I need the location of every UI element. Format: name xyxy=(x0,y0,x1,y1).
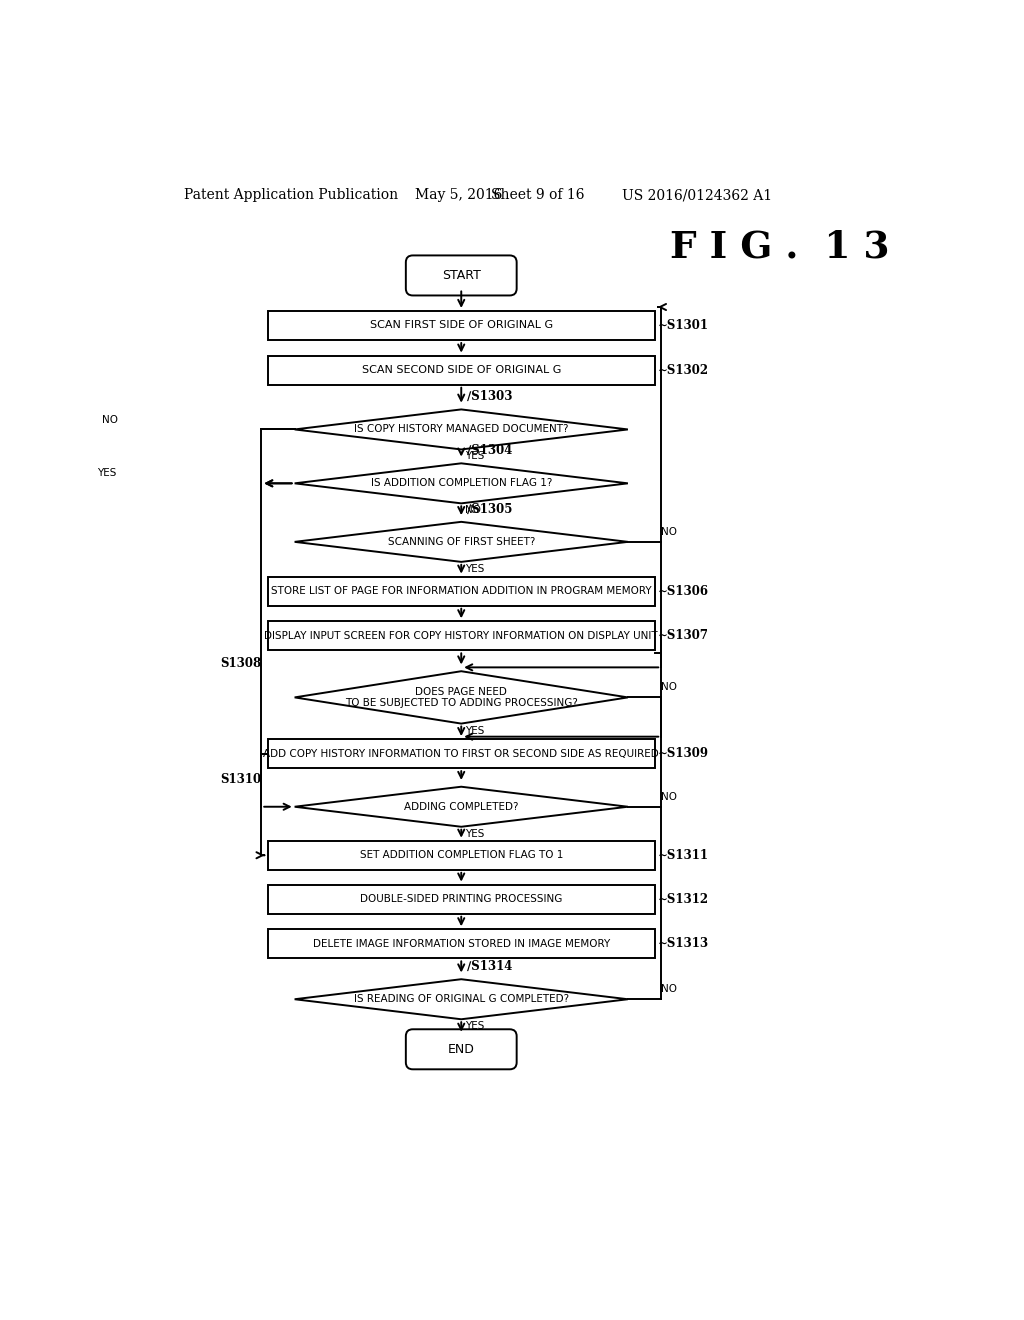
Text: ~S1301: ~S1301 xyxy=(658,319,709,333)
Text: ~S1311: ~S1311 xyxy=(658,849,709,862)
Text: ~S1306: ~S1306 xyxy=(658,585,709,598)
FancyBboxPatch shape xyxy=(267,929,655,958)
Text: SCANNING OF FIRST SHEET?: SCANNING OF FIRST SHEET? xyxy=(387,537,535,546)
Polygon shape xyxy=(295,521,628,562)
Text: SCAN FIRST SIDE OF ORIGINAL G: SCAN FIRST SIDE OF ORIGINAL G xyxy=(370,321,553,330)
Text: ~S1313: ~S1313 xyxy=(658,937,710,950)
Polygon shape xyxy=(295,409,628,449)
Polygon shape xyxy=(295,671,628,723)
FancyBboxPatch shape xyxy=(267,739,655,768)
Text: END: END xyxy=(447,1043,475,1056)
FancyBboxPatch shape xyxy=(267,312,655,341)
Text: S1310: S1310 xyxy=(220,774,261,785)
Text: ADD COPY HISTORY INFORMATION TO FIRST OR SECOND SIDE AS REQUIRED: ADD COPY HISTORY INFORMATION TO FIRST OR… xyxy=(263,748,659,759)
Text: ADDING COMPLETED?: ADDING COMPLETED? xyxy=(404,801,518,812)
Text: ∕S1303: ∕S1303 xyxy=(467,391,513,403)
Text: YES: YES xyxy=(465,451,484,462)
Text: START: START xyxy=(441,269,480,282)
Text: ∕S1304: ∕S1304 xyxy=(467,444,513,457)
Text: STORE LIST OF PAGE FOR INFORMATION ADDITION IN PROGRAM MEMORY: STORE LIST OF PAGE FOR INFORMATION ADDIT… xyxy=(271,586,651,597)
Text: SET ADDITION COMPLETION FLAG TO 1: SET ADDITION COMPLETION FLAG TO 1 xyxy=(359,850,563,861)
Text: F I G .  1 3: F I G . 1 3 xyxy=(671,228,890,265)
Polygon shape xyxy=(295,787,628,826)
Text: US 2016/0124362 A1: US 2016/0124362 A1 xyxy=(623,189,772,202)
FancyBboxPatch shape xyxy=(406,256,517,296)
Text: Sheet 9 of 16: Sheet 9 of 16 xyxy=(490,189,585,202)
Text: ~S1312: ~S1312 xyxy=(658,892,710,906)
Polygon shape xyxy=(295,463,628,503)
Text: ∕S1305: ∕S1305 xyxy=(467,503,513,516)
Text: YES: YES xyxy=(465,726,484,735)
Text: YES: YES xyxy=(465,564,484,574)
FancyBboxPatch shape xyxy=(267,841,655,870)
Text: NO: NO xyxy=(662,792,677,801)
Polygon shape xyxy=(295,979,628,1019)
FancyBboxPatch shape xyxy=(267,577,655,606)
Text: ~S1307: ~S1307 xyxy=(658,630,709,643)
Text: IS ADDITION COMPLETION FLAG 1?: IS ADDITION COMPLETION FLAG 1? xyxy=(371,478,552,488)
Text: NO: NO xyxy=(102,414,119,425)
Text: ~S1302: ~S1302 xyxy=(658,363,710,376)
Text: Patent Application Publication: Patent Application Publication xyxy=(183,189,398,202)
Text: NO: NO xyxy=(465,506,481,515)
Text: IS COPY HISTORY MANAGED DOCUMENT?: IS COPY HISTORY MANAGED DOCUMENT? xyxy=(354,425,568,434)
Text: DOUBLE-SIDED PRINTING PROCESSING: DOUBLE-SIDED PRINTING PROCESSING xyxy=(360,894,562,904)
FancyBboxPatch shape xyxy=(267,884,655,913)
Text: S1308: S1308 xyxy=(220,657,261,671)
Text: IS READING OF ORIGINAL G COMPLETED?: IS READING OF ORIGINAL G COMPLETED? xyxy=(353,994,568,1005)
Text: NO: NO xyxy=(662,985,677,994)
Text: DISPLAY INPUT SCREEN FOR COPY HISTORY INFORMATION ON DISPLAY UNIT: DISPLAY INPUT SCREEN FOR COPY HISTORY IN… xyxy=(264,631,658,640)
FancyBboxPatch shape xyxy=(267,355,655,385)
Text: SCAN SECOND SIDE OF ORIGINAL G: SCAN SECOND SIDE OF ORIGINAL G xyxy=(361,366,561,375)
Text: NO: NO xyxy=(662,682,677,693)
FancyBboxPatch shape xyxy=(267,622,655,651)
Text: NO: NO xyxy=(662,527,677,537)
Text: ~S1309: ~S1309 xyxy=(658,747,709,760)
Text: DELETE IMAGE INFORMATION STORED IN IMAGE MEMORY: DELETE IMAGE INFORMATION STORED IN IMAGE… xyxy=(312,939,610,949)
Text: May 5, 2016: May 5, 2016 xyxy=(415,189,502,202)
Text: YES: YES xyxy=(97,469,117,478)
Text: ∕S1314: ∕S1314 xyxy=(467,960,513,973)
Text: YES: YES xyxy=(465,829,484,838)
Text: DOES PAGE NEED
TO BE SUBJECTED TO ADDING PROCESSING?: DOES PAGE NEED TO BE SUBJECTED TO ADDING… xyxy=(345,686,578,709)
FancyBboxPatch shape xyxy=(406,1030,517,1069)
Text: YES: YES xyxy=(465,1022,484,1031)
